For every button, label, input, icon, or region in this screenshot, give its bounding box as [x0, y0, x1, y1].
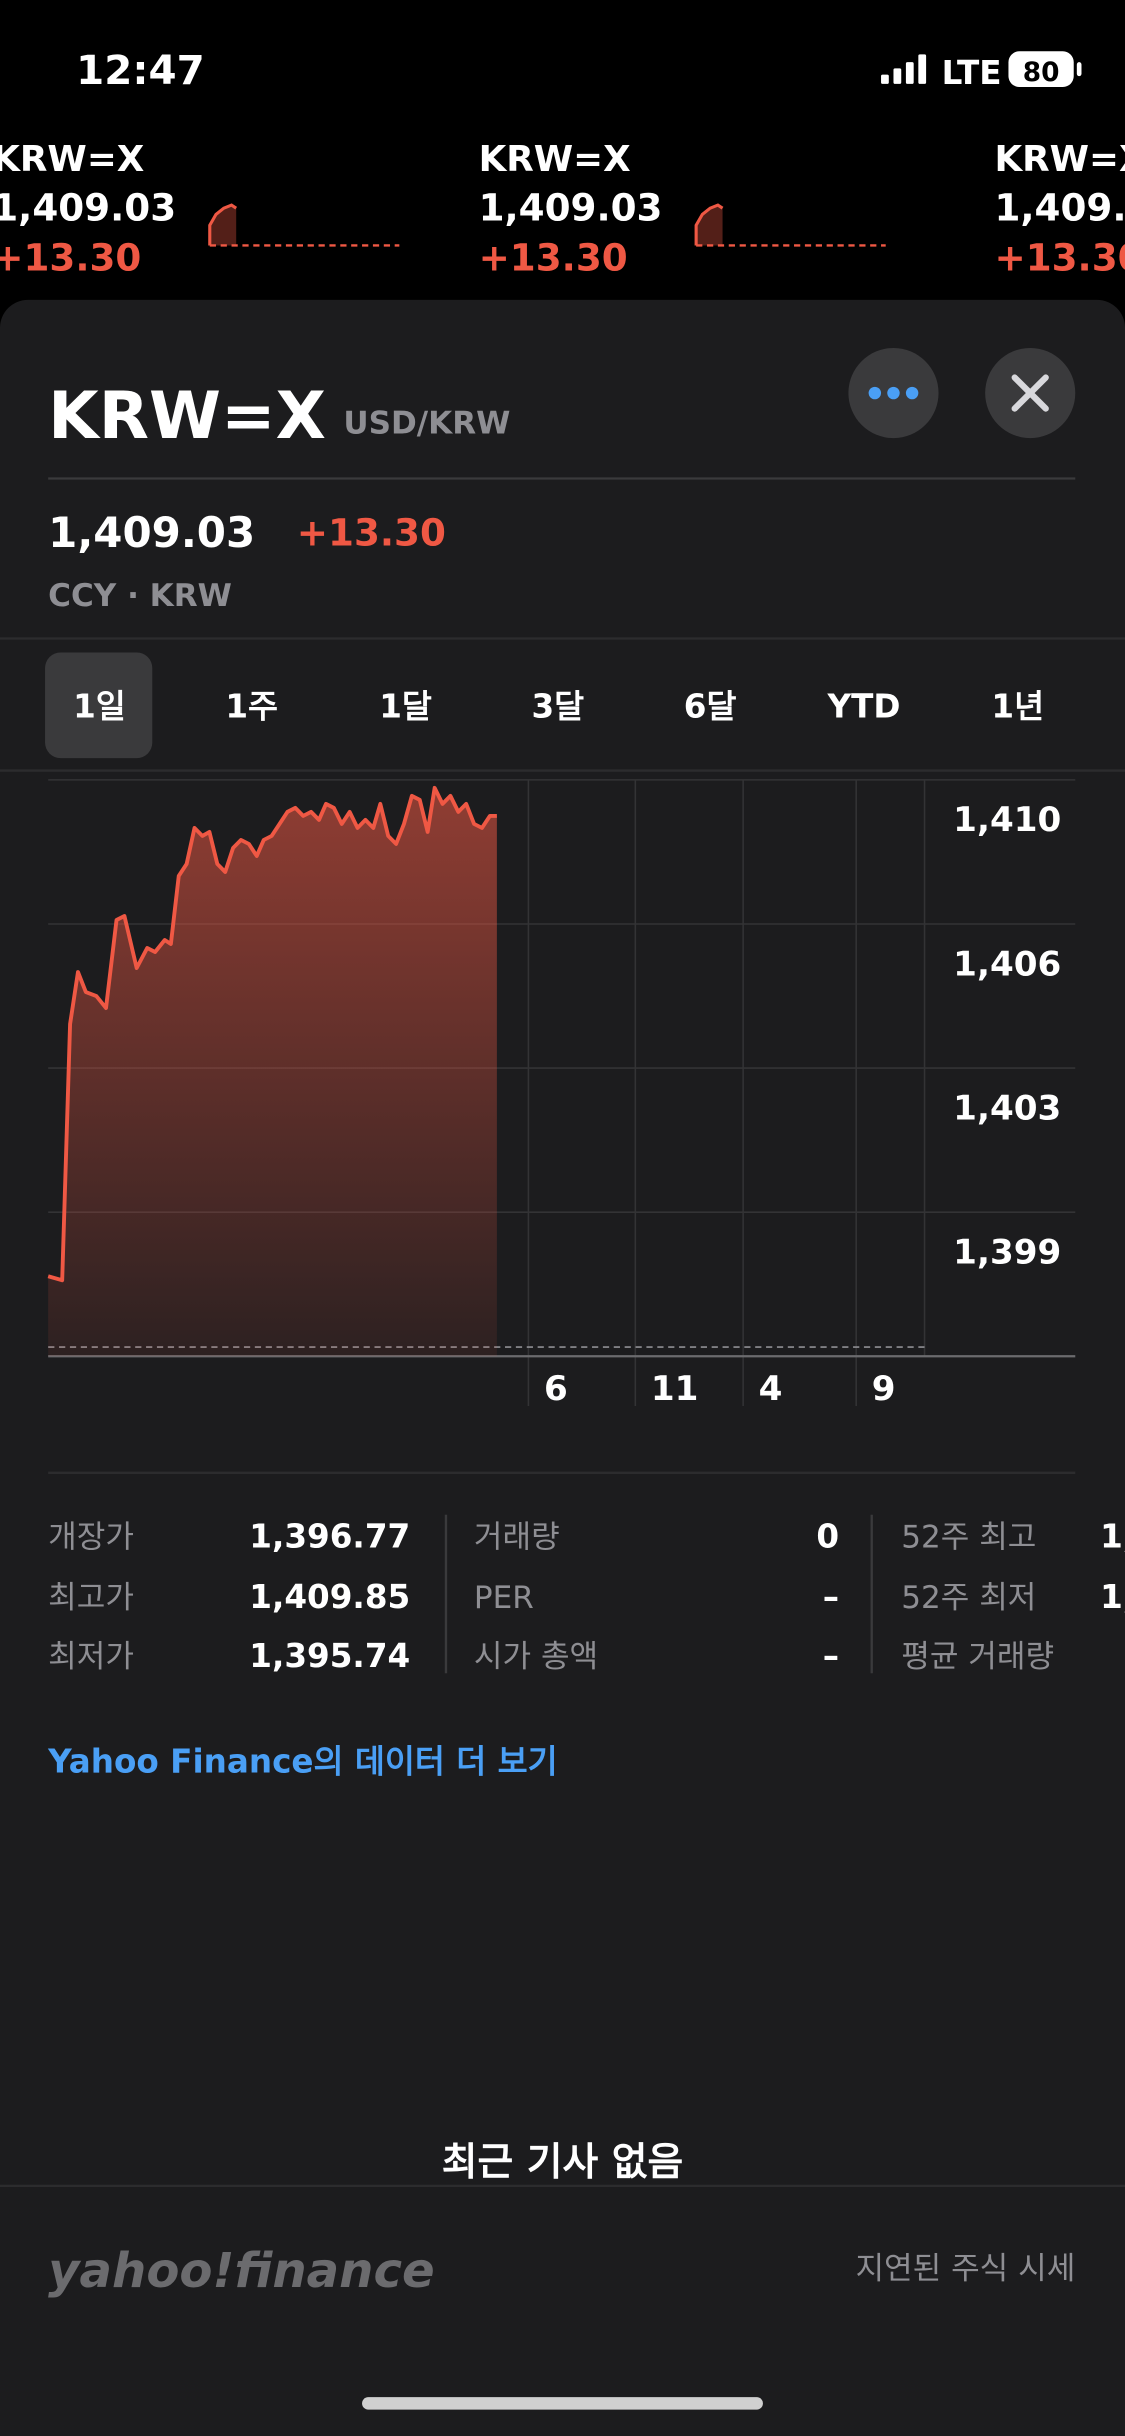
- stat-label: 평균 거래량: [901, 1639, 1054, 1675]
- y-tick-label: 1,399: [953, 1232, 1061, 1272]
- more-data-link[interactable]: Yahoo Finance의 데이터 더 보기: [47, 1743, 557, 1781]
- battery-tip: [1076, 62, 1082, 77]
- x-tick-label: 6: [544, 1369, 568, 1409]
- stat-value: –: [823, 1578, 839, 1616]
- stat-value: 1,409.85: [249, 1578, 410, 1616]
- stat-value: 1,395.74: [249, 1637, 410, 1675]
- range-tab[interactable]: 1달: [379, 688, 432, 726]
- stat-label: PER: [474, 1580, 534, 1616]
- status-time: 12:47: [76, 47, 205, 94]
- stat-label: 52주 최고: [901, 1519, 1036, 1555]
- signal-icon: [881, 54, 927, 84]
- quote-price: 1,409.03: [48, 508, 255, 557]
- ticker-sparkline: [208, 203, 238, 246]
- stat-value: 1,396.77: [249, 1517, 410, 1555]
- range-tab[interactable]: 1일: [73, 688, 126, 726]
- status-network: LTE: [942, 54, 1002, 92]
- stat-label: 거래량: [474, 1519, 560, 1555]
- ticker-strip[interactable]: KRW=X1,409.03+13.30KRW=X1,409.03+13.30KR…: [0, 139, 1125, 279]
- y-tick-label: 1,406: [953, 944, 1061, 984]
- battery-icon: [1008, 51, 1074, 87]
- tab-selected-bg: [45, 652, 153, 759]
- ticker-symbol: KRW=X: [479, 139, 631, 180]
- quote-symbol: KRW=X: [48, 378, 326, 454]
- price-line: [47, 785, 497, 1283]
- ticker-sparkline: [694, 203, 724, 246]
- price-chart: 1,410 1,406 1,403 1,399 6 11 4 9: [47, 779, 1076, 1409]
- ticker-price: 1,409.03: [0, 186, 176, 230]
- stat-label: 최고가: [48, 1580, 134, 1616]
- ticker-item[interactable]: KRW=X 1,409.03 +13.30: [994, 139, 1125, 279]
- x-tick-label: 4: [759, 1369, 783, 1409]
- quote-change: +13.30: [297, 510, 446, 554]
- stat-value: 1,: [1100, 1578, 1125, 1616]
- news-empty: 최근 기사 없음: [442, 2140, 683, 2185]
- battery-level: 80: [1023, 57, 1060, 88]
- range-tab[interactable]: 1주: [225, 688, 278, 726]
- footer-logo: yahoo!finance: [48, 2243, 435, 2299]
- ticker-price: 1,409.03: [479, 186, 663, 230]
- more-button[interactable]: [848, 348, 939, 439]
- ticker-change: +13.30: [994, 235, 1125, 279]
- y-tick-label: 1,403: [953, 1088, 1061, 1128]
- stat-label: 52주 최저: [901, 1580, 1036, 1616]
- ticker-change: +13.30: [479, 235, 628, 279]
- y-tick-label: 1,410: [953, 800, 1061, 840]
- ticker-change: +13.30: [0, 235, 141, 279]
- quote-meta: CCY · KRW: [48, 578, 232, 614]
- range-tab[interactable]: 3달: [531, 688, 584, 726]
- close-button[interactable]: [985, 348, 1076, 439]
- range-tab[interactable]: 1년: [991, 688, 1044, 726]
- stat-value: 1,: [1100, 1517, 1125, 1555]
- ticker-item[interactable]: KRW=X 1,409.03 +13.30: [0, 139, 400, 279]
- footer-note: 지연된 주식 시세: [855, 2251, 1075, 2287]
- range-tab[interactable]: 6달: [684, 688, 737, 726]
- ticker-item[interactable]: KRW=X 1,409.03 +13.30: [479, 139, 886, 279]
- range-tabs: 1일 1주 1달 3달 6달 YTD 1년: [73, 688, 1044, 726]
- home-indicator: [362, 2397, 763, 2410]
- area-fill: [48, 787, 497, 1357]
- x-tick-label: 9: [872, 1369, 896, 1409]
- stat-label: 최저가: [48, 1639, 134, 1675]
- x-tick-label: 11: [651, 1369, 699, 1409]
- stat-label: 시가 총액: [474, 1639, 598, 1675]
- range-tab[interactable]: YTD: [826, 688, 900, 726]
- ticker-symbol: KRW=X: [994, 139, 1125, 180]
- stats-table: 개장가 1,396.77 최고가 1,409.85 최저가 1,395.74 거래량 0 PER…: [48, 1517, 1125, 1675]
- stat-value: 0: [816, 1517, 839, 1555]
- stat-value: –: [823, 1637, 839, 1675]
- ticker-price: 1,409.03: [994, 186, 1125, 230]
- stat-label: 개장가: [48, 1519, 134, 1555]
- quote-pair: USD/KRW: [343, 405, 510, 441]
- ticker-symbol: KRW=X: [0, 139, 144, 180]
